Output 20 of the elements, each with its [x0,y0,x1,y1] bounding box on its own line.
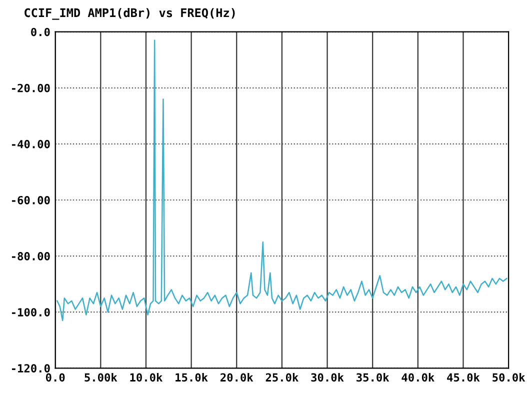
y-tick-label: -40.00 [12,140,50,148]
x-tick-label: 5.00k [84,373,118,382]
x-tick-label: 30.0k [311,373,344,382]
chart-title: CCIF_IMD AMP1(dBr) vs FREQ(Hz) [24,8,235,20]
x-tick-label: 25.0k [266,373,298,382]
x-tick-label: 50.0k [492,373,526,382]
y-tick-label: -60.00 [12,196,50,204]
y-tick-label: -120.0 [12,364,50,373]
x-tick-label: 45.0k [447,373,480,382]
y-tick-label: -20.00 [12,84,50,92]
x-tick-label: 15.0k [176,373,208,382]
y-tick-label: -100.0 [12,308,50,316]
y-tick-label: -80.00 [12,252,50,260]
x-tick-label: 40.0k [402,373,434,382]
line-series [56,40,508,322]
x-tick-label: 10.0k [130,373,163,382]
x-tick-label: 35.0k [356,373,390,382]
x-tick-label: 0.0 [46,373,65,382]
x-tick-label: 20.0k [220,373,254,382]
y-tick-label: 0.0 [31,28,50,36]
